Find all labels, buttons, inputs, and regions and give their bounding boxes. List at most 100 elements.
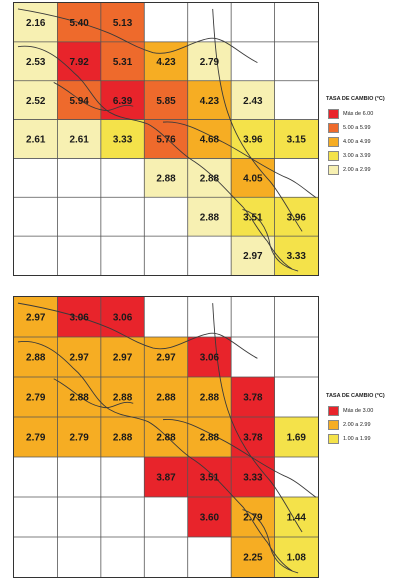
map-panel-top: 2.16 5.40 5.13 2.53 7.92 5.31 4.23 2.79 2.52 5.94… <box>13 2 319 276</box>
cell-value-label: 2.88 <box>200 212 220 223</box>
legend-item: 2.00 a 2.99 <box>326 419 398 431</box>
grid-cell <box>231 497 275 537</box>
grid-cell <box>144 457 188 497</box>
grid-cell <box>274 197 318 237</box>
cell-value-label: 2.88 <box>69 393 89 404</box>
grid-cell <box>57 377 101 417</box>
coastline-outline <box>242 509 299 574</box>
grid-cell <box>57 80 101 120</box>
grid-cell <box>274 417 318 457</box>
grid-cell <box>187 158 232 198</box>
grid-cell <box>100 377 145 417</box>
cell-value-label: 6.39 <box>113 96 133 107</box>
coastline-outline <box>162 418 317 498</box>
grid-cell <box>14 377 58 417</box>
cell-value-label: 5.94 <box>69 96 89 107</box>
legend-title: TASA DE CAMBIO (°C) <box>326 393 385 399</box>
cell-value-label: 1.44 <box>287 513 307 524</box>
cell-value-label: 2.88 <box>26 353 46 364</box>
legend-item: 2.00 a 2.99 <box>326 164 398 176</box>
legend-label: 3.00 a 3.99 <box>343 153 371 159</box>
cell-value-label: 3.06 <box>113 313 133 324</box>
grid-cell <box>231 537 275 577</box>
grid-cell <box>187 197 232 237</box>
grid-cell <box>231 197 275 237</box>
cell-value-label: 2.79 <box>26 433 46 444</box>
legend-item: Más de 3.00 <box>326 405 398 417</box>
grid-cell <box>144 158 188 198</box>
cell-value-label: 2.79 <box>26 393 46 404</box>
cell-value-label: 3.51 <box>200 473 220 484</box>
cell-value-label: 3.06 <box>69 313 89 324</box>
grid-cell <box>187 41 232 81</box>
cell-value-label: 2.88 <box>156 433 176 444</box>
grid-cell <box>100 3 145 42</box>
cell-value-label: 3.78 <box>243 393 263 404</box>
legend-swatch <box>328 420 339 430</box>
cell-value-label: 3.96 <box>287 212 307 223</box>
grid-cell <box>231 119 275 159</box>
grid-cell <box>57 337 101 377</box>
legend-swatch <box>328 109 339 119</box>
cell-value-label: 3.87 <box>156 473 176 484</box>
cell-value-label: 2.79 <box>69 433 89 444</box>
grid-cell <box>14 80 58 120</box>
cell-value-label: 2.97 <box>156 353 176 364</box>
legend-item: 1.00 a 1.99 <box>326 433 398 445</box>
legend-item: Más de 6.00 <box>326 108 398 120</box>
grid-map-top: 2.16 5.40 5.13 2.53 7.92 5.31 4.23 2.79 2.52 5.94… <box>14 3 318 275</box>
cell-value-label: 2.88 <box>156 173 176 184</box>
grid-cell <box>231 417 275 457</box>
legend-swatch <box>328 151 339 161</box>
legend-label: 2.00 a 2.99 <box>343 422 371 428</box>
grid-cell <box>231 80 275 120</box>
cell-value-label: 2.88 <box>113 433 133 444</box>
cell-value-label: 2.97 <box>113 353 133 364</box>
cell-value-label: 7.92 <box>69 57 89 68</box>
legend-bottom: TASA DE CAMBIO (°C) Más de 3.00 2.00 a 2.… <box>326 393 398 447</box>
coastline-outline <box>53 378 134 409</box>
map-panel-bottom: 2.97 3.06 3.06 2.88 2.97 2.97 2.97 3.06 2.79 2.88… <box>13 296 319 578</box>
cell-value-label: 2.79 <box>243 513 263 524</box>
grid-cell <box>144 80 188 120</box>
cell-value-label: 3.60 <box>200 513 220 524</box>
coastline-outline <box>162 121 317 198</box>
grid-cell <box>231 377 275 417</box>
cell-value-label: 2.61 <box>69 135 89 146</box>
cell-value-label: 2.88 <box>200 433 220 444</box>
grid-cell <box>100 119 145 159</box>
cell-value-label: 3.33 <box>287 251 307 262</box>
grid-cell <box>231 236 275 275</box>
legend-swatch <box>328 123 339 133</box>
cell-value-label: 2.79 <box>200 57 220 68</box>
cell-value-label: 3.33 <box>113 135 133 146</box>
grid-cell <box>100 337 145 377</box>
grid-cell <box>100 297 145 337</box>
coastline-outline <box>17 302 258 359</box>
grid-cell <box>100 417 145 457</box>
grid-cell <box>144 377 188 417</box>
legend-swatch <box>328 406 339 416</box>
cell-value-label: 2.61 <box>26 135 46 146</box>
cell-value-label: 2.88 <box>200 393 220 404</box>
grid-cell <box>14 337 58 377</box>
cell-value-label: 4.23 <box>156 57 176 68</box>
legend-label: Más de 6.00 <box>343 111 374 117</box>
cell-value-label: 3.06 <box>200 353 220 364</box>
grid-cell <box>187 497 232 537</box>
legend-item: 5.00 a 5.99 <box>326 122 398 134</box>
grid-cell <box>274 236 318 275</box>
grid-cell <box>14 119 58 159</box>
grid-cell <box>57 119 101 159</box>
cell-value-label: 2.97 <box>69 353 89 364</box>
grid-cell <box>274 537 318 577</box>
grid-cell <box>100 80 145 120</box>
coastline-outline <box>212 303 303 533</box>
grid-cell <box>274 119 318 159</box>
legend-label: Más de 3.00 <box>343 408 374 414</box>
coastline-outline <box>212 8 303 232</box>
cell-value-label: 2.52 <box>26 96 46 107</box>
grid-cell <box>57 417 101 457</box>
cell-value-label: 2.43 <box>243 96 263 107</box>
cell-value-label: 3.33 <box>243 473 263 484</box>
